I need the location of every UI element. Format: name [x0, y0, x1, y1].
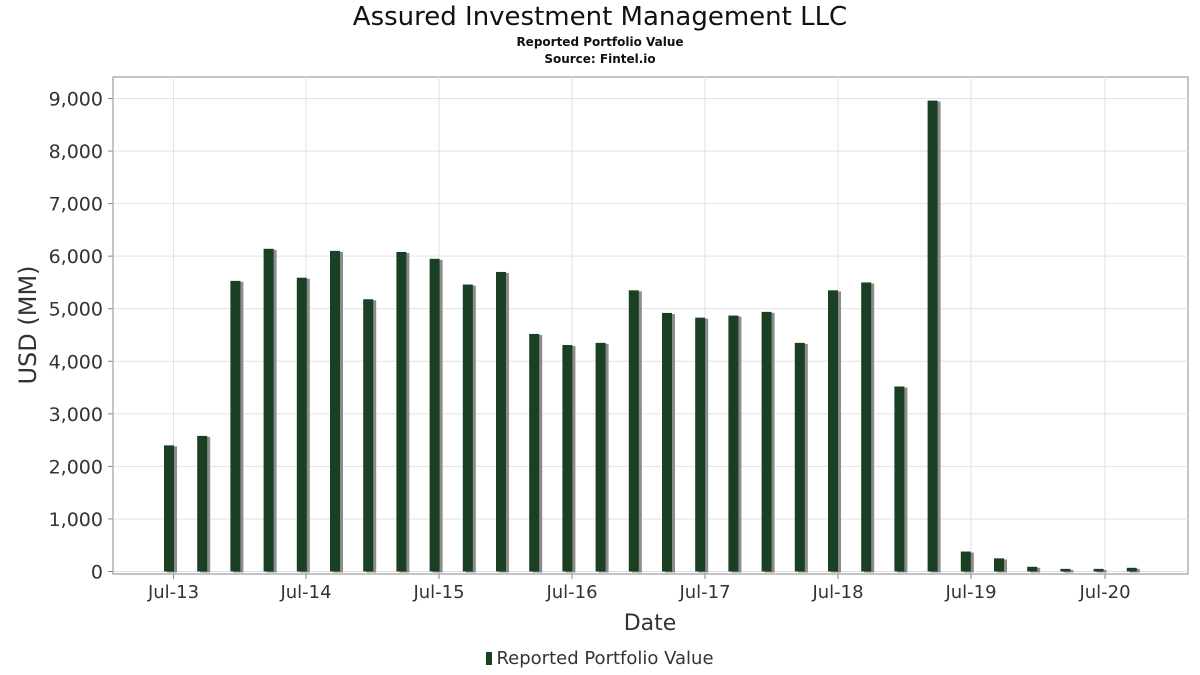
y-tick-label: 5,000	[49, 299, 103, 321]
bar	[662, 312, 672, 572]
bar	[296, 277, 307, 572]
bar	[1027, 566, 1038, 572]
x-tick-label: Jul-18	[811, 582, 863, 603]
bar	[861, 282, 872, 572]
bar	[894, 386, 905, 572]
axes: 0 1,000 2,000 3,000 4,000 5,000 6,000 7,000 8,00…	[49, 89, 1188, 603]
y-tick-label: 9,000	[49, 89, 103, 111]
bar	[462, 284, 473, 572]
bar	[761, 311, 772, 572]
y-tick-label: 4,000	[49, 351, 103, 373]
bar	[927, 100, 938, 572]
x-tick-label: Jul-19	[944, 582, 996, 603]
x-tick-label: Jul-16	[545, 582, 597, 603]
bar	[994, 558, 1004, 572]
chart-subtitle: Reported Portfolio Value	[516, 35, 684, 49]
bar	[1093, 568, 1104, 572]
bar	[695, 317, 706, 572]
y-tick-label: 0	[91, 562, 103, 584]
y-tick-label: 1,000	[49, 509, 103, 531]
x-tick-label: Jul-13	[147, 582, 199, 603]
x-tick-label: Jul-15	[412, 582, 464, 603]
y-axis-label: USD (MM)	[14, 265, 42, 384]
bar	[828, 290, 838, 572]
bar	[396, 251, 407, 572]
legend-swatch	[486, 652, 493, 665]
bar	[529, 333, 540, 572]
bar	[628, 290, 639, 572]
bar	[728, 315, 739, 572]
x-tick-label: Jul-20	[1078, 582, 1130, 603]
bar	[429, 258, 440, 572]
plot-area	[112, 76, 1189, 575]
bar	[562, 344, 573, 572]
y-tick-label: 2,000	[49, 456, 103, 478]
bar	[164, 445, 174, 572]
x-tick-label: Jul-14	[279, 582, 331, 603]
bar	[794, 342, 805, 572]
bar	[330, 250, 340, 572]
bar	[496, 271, 506, 572]
y-tick-label: 7,000	[49, 194, 103, 216]
bar	[1060, 568, 1071, 572]
x-axis-label: Date	[624, 611, 677, 636]
legend-label: Reported Portfolio Value	[496, 648, 714, 669]
chart-source: Source: Fintel.io	[544, 52, 656, 66]
bar	[230, 280, 241, 572]
legend: Reported Portfolio Value	[0, 648, 1200, 669]
y-tick-label: 3,000	[49, 404, 103, 426]
bar	[363, 299, 374, 572]
bar	[197, 435, 208, 572]
bars	[164, 100, 1140, 573]
y-tick-label: 6,000	[49, 246, 103, 268]
bar	[960, 551, 971, 572]
bar	[263, 248, 274, 572]
x-tick-label: Jul-17	[678, 582, 730, 603]
y-tick-label: 8,000	[49, 141, 103, 163]
bar	[1126, 567, 1137, 572]
bar	[595, 342, 606, 572]
chart-title: Assured Investment Management LLC	[352, 2, 848, 32]
